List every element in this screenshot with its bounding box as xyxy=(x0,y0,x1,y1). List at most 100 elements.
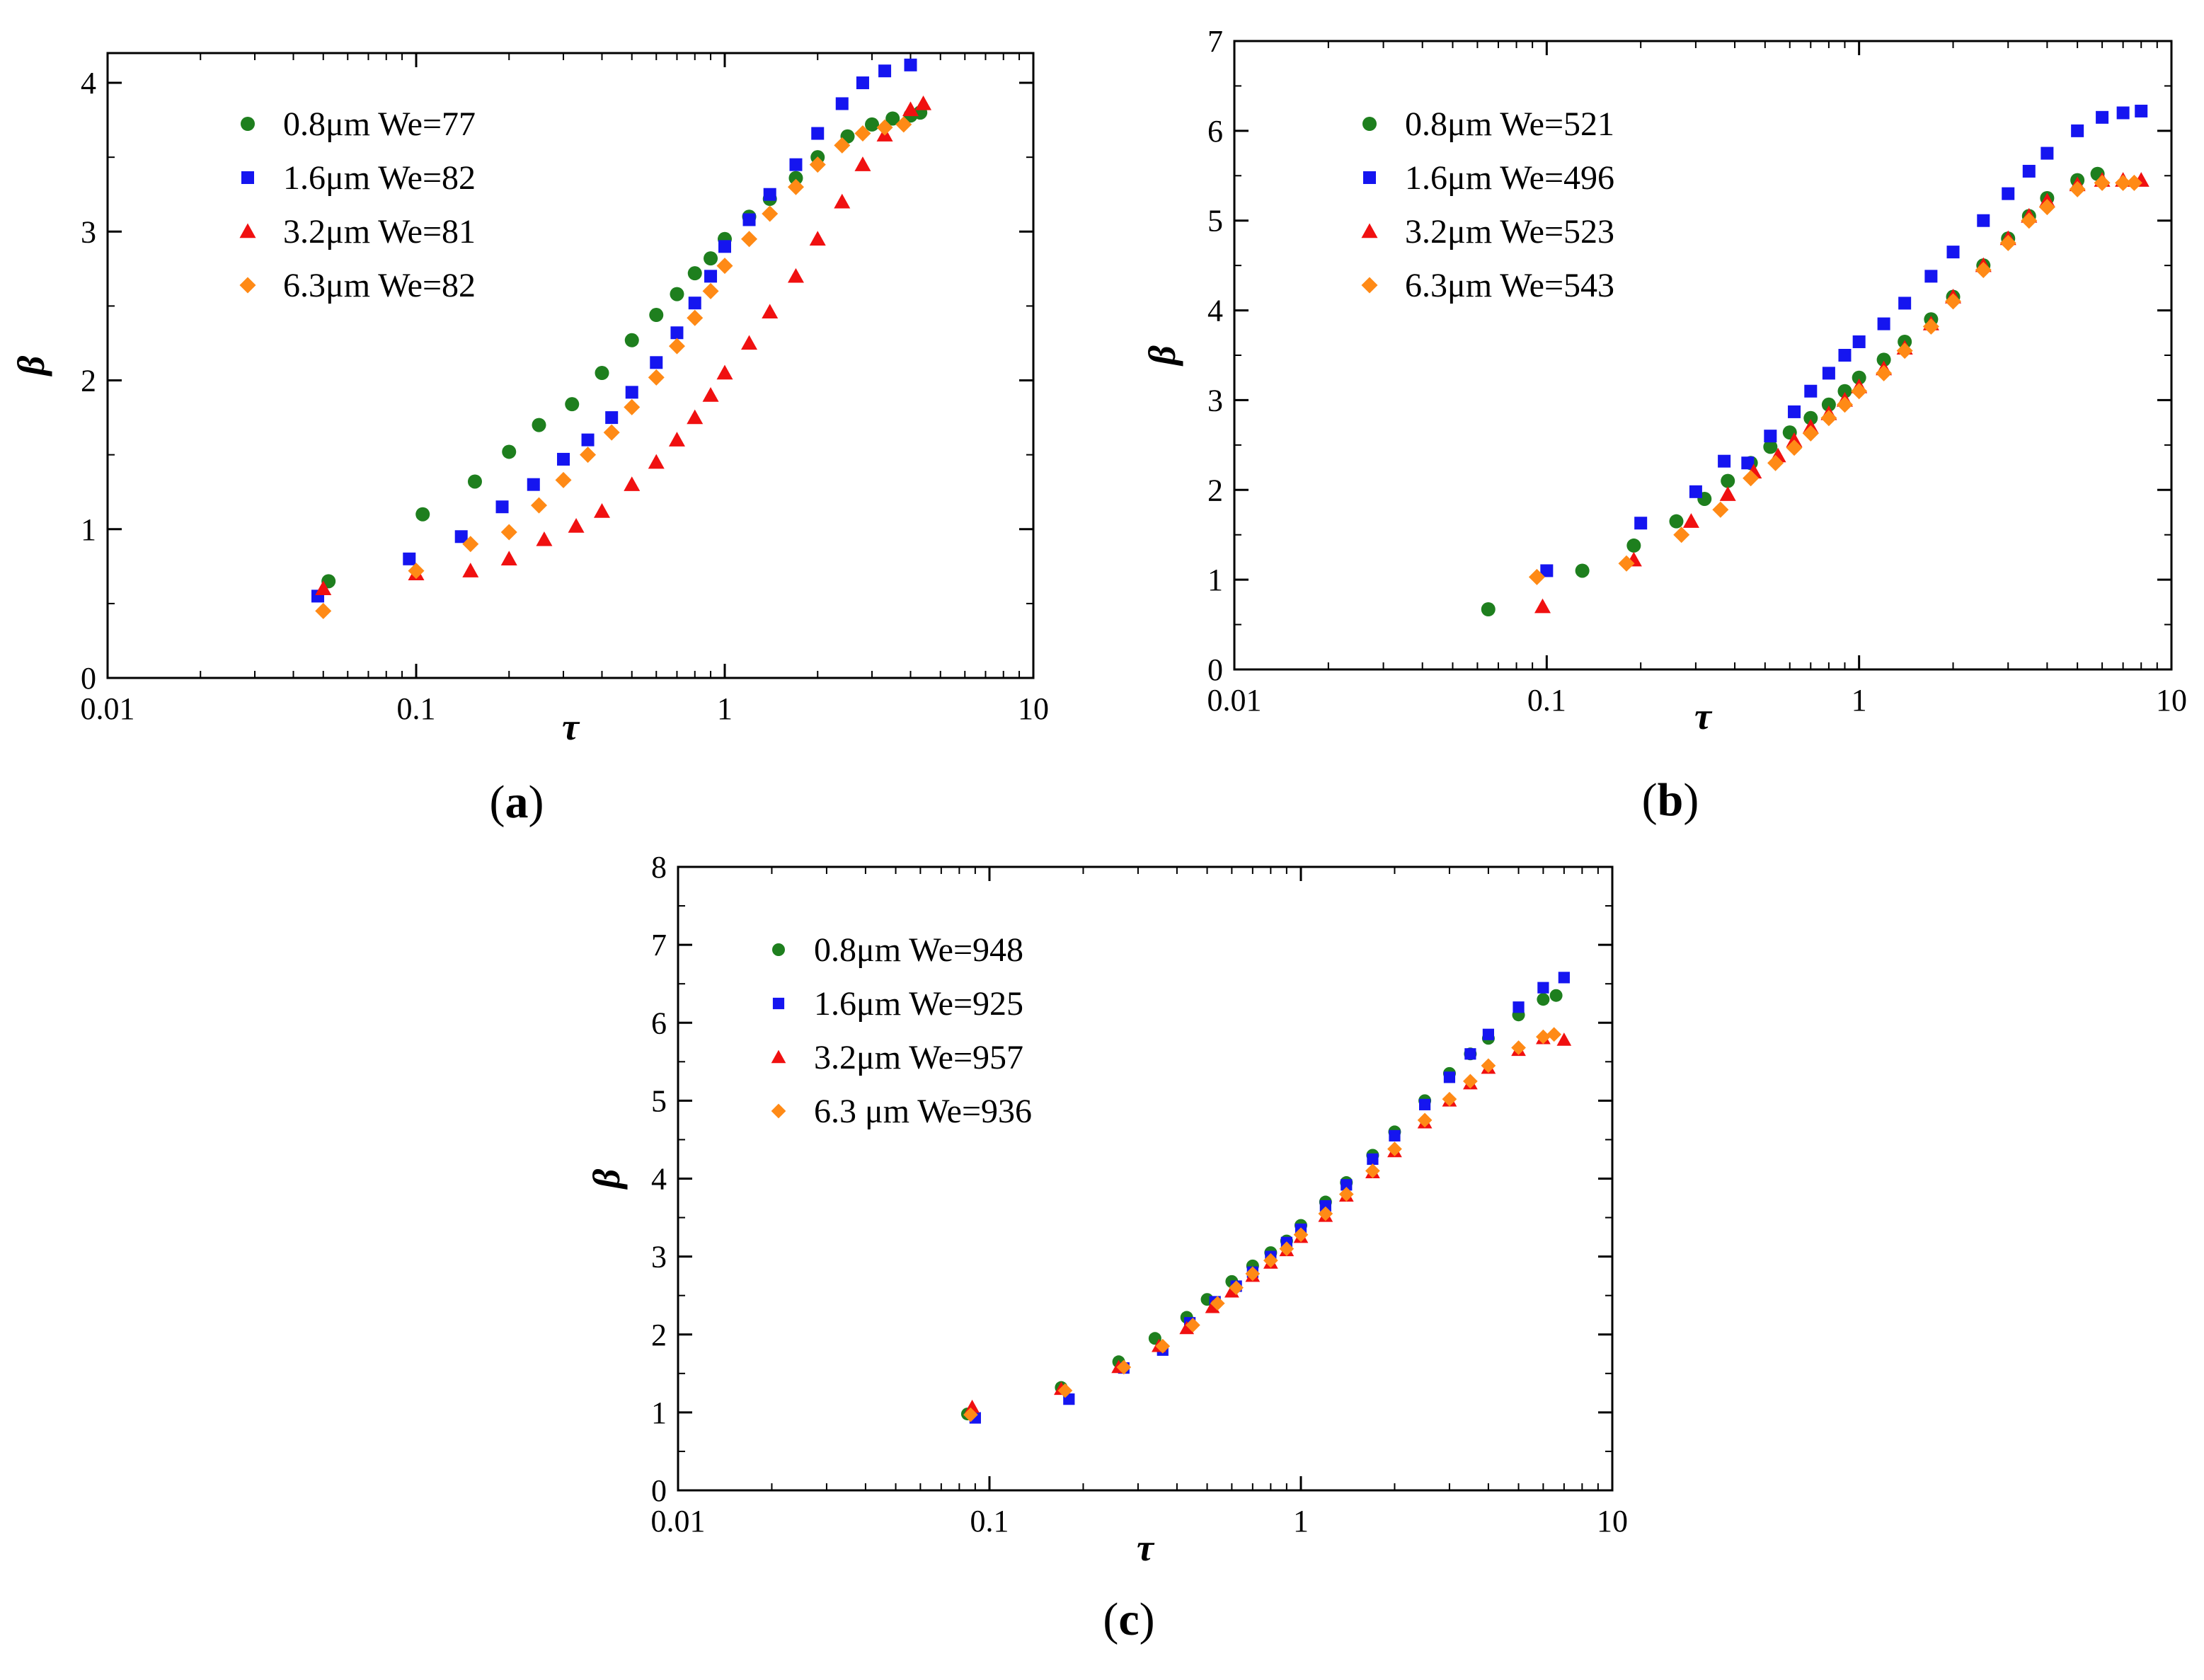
caption-close-paren: ) xyxy=(1683,774,1699,826)
plot-frame xyxy=(106,52,1035,679)
data-point xyxy=(624,333,639,347)
chart-panel-c: 0.01 0.1 1 10 0 1 2 3 4 5 6 7 8 τ β 0.8μm We=948 1.6μm W… xyxy=(585,850,1628,1645)
legend-label: 1.6μm We=496 xyxy=(1405,159,1614,197)
legend-marker xyxy=(771,1049,786,1064)
data-point xyxy=(408,563,425,580)
data-point xyxy=(1788,405,1801,418)
data-point xyxy=(315,580,332,596)
data-point xyxy=(1618,555,1635,572)
data-point xyxy=(688,297,701,310)
data-point xyxy=(1896,343,1913,359)
legend-marker xyxy=(1361,277,1378,294)
legend-label: 6.3 μm We=936 xyxy=(814,1093,1032,1130)
data-point xyxy=(895,116,912,133)
legend-marker xyxy=(772,943,785,956)
data-point xyxy=(1682,513,1699,528)
y-tick-label: 7 xyxy=(1207,24,1223,59)
data-point xyxy=(687,409,704,425)
data-point xyxy=(741,335,758,350)
series-2 xyxy=(311,58,917,603)
data-point xyxy=(650,356,663,369)
data-point xyxy=(565,397,580,412)
data-point xyxy=(315,602,332,619)
data-point xyxy=(854,125,871,142)
legend-marker xyxy=(241,117,255,131)
x-tick-label: 0.1 xyxy=(1527,683,1566,718)
y-tick-label: 4 xyxy=(1207,294,1223,328)
data-point xyxy=(878,64,892,78)
data-point xyxy=(1482,1028,1495,1040)
data-point xyxy=(1946,246,1960,259)
data-point xyxy=(1116,1359,1132,1375)
data-point xyxy=(902,101,919,117)
data-point xyxy=(2021,212,2038,229)
caption-letter: a xyxy=(505,776,529,828)
data-point xyxy=(963,1407,978,1422)
data-point xyxy=(1837,384,1852,398)
y-tick-label: 5 xyxy=(651,1083,667,1118)
data-point xyxy=(403,552,416,565)
data-point xyxy=(502,444,517,459)
caption-letter: c xyxy=(1118,1594,1139,1645)
data-point xyxy=(670,287,684,301)
data-point xyxy=(1186,1318,1200,1333)
data-point xyxy=(687,309,704,326)
x-tick-label: 0.1 xyxy=(397,691,436,726)
y-tick-label: 3 xyxy=(651,1240,667,1275)
data-point xyxy=(648,369,665,386)
data-point xyxy=(1999,234,2016,251)
data-point xyxy=(1718,454,1731,468)
y-tick-label: 7 xyxy=(651,928,667,962)
data-point xyxy=(1898,297,1912,310)
x-tick-label: 10 xyxy=(1018,691,1049,726)
data-point xyxy=(687,266,702,281)
data-point xyxy=(1669,514,1684,529)
data-point xyxy=(741,231,758,248)
x-axis-label: τ xyxy=(562,706,580,748)
x-tick-label: 10 xyxy=(2156,683,2187,718)
data-point xyxy=(2002,187,2015,200)
data-point xyxy=(557,452,570,466)
data-point xyxy=(495,500,509,514)
data-point xyxy=(1876,364,1893,381)
data-point xyxy=(809,156,826,173)
data-point xyxy=(1210,1296,1225,1311)
data-point xyxy=(1852,335,1866,348)
data-point xyxy=(1443,1071,1456,1083)
data-point xyxy=(1528,568,1545,585)
y-tick-label: 0 xyxy=(1207,652,1223,687)
data-point xyxy=(603,424,620,441)
data-point xyxy=(2069,180,2086,197)
data-point xyxy=(763,188,776,201)
y-tick-label: 1 xyxy=(81,512,96,547)
data-point xyxy=(762,205,779,222)
data-point xyxy=(1513,1001,1525,1013)
data-point xyxy=(1558,972,1570,984)
data-point xyxy=(1417,1112,1433,1128)
data-point xyxy=(1537,993,1550,1006)
data-point xyxy=(1245,1266,1261,1282)
caption-close-paren: ) xyxy=(529,776,544,828)
data-point xyxy=(500,524,517,541)
legend-marker xyxy=(1361,223,1378,238)
data-point xyxy=(1367,1153,1379,1166)
caption-open-paren: ( xyxy=(1642,774,1658,826)
data-point xyxy=(500,551,517,566)
y-tick-label: 2 xyxy=(81,364,96,398)
data-point xyxy=(1155,1338,1171,1354)
data-point xyxy=(915,95,932,110)
caption-close-paren: ) xyxy=(1140,1594,1155,1645)
data-point xyxy=(1179,1321,1195,1335)
data-point xyxy=(581,433,595,447)
data-point xyxy=(1741,456,1755,470)
legend-marker xyxy=(239,277,256,294)
data-point xyxy=(1549,989,1563,1002)
caption-open-paren: ( xyxy=(490,776,505,828)
data-point xyxy=(1712,501,1729,518)
data-point xyxy=(595,366,609,381)
data-point xyxy=(1852,370,1866,385)
data-point xyxy=(1786,439,1803,456)
data-point xyxy=(788,171,803,185)
series-4 xyxy=(315,116,912,619)
